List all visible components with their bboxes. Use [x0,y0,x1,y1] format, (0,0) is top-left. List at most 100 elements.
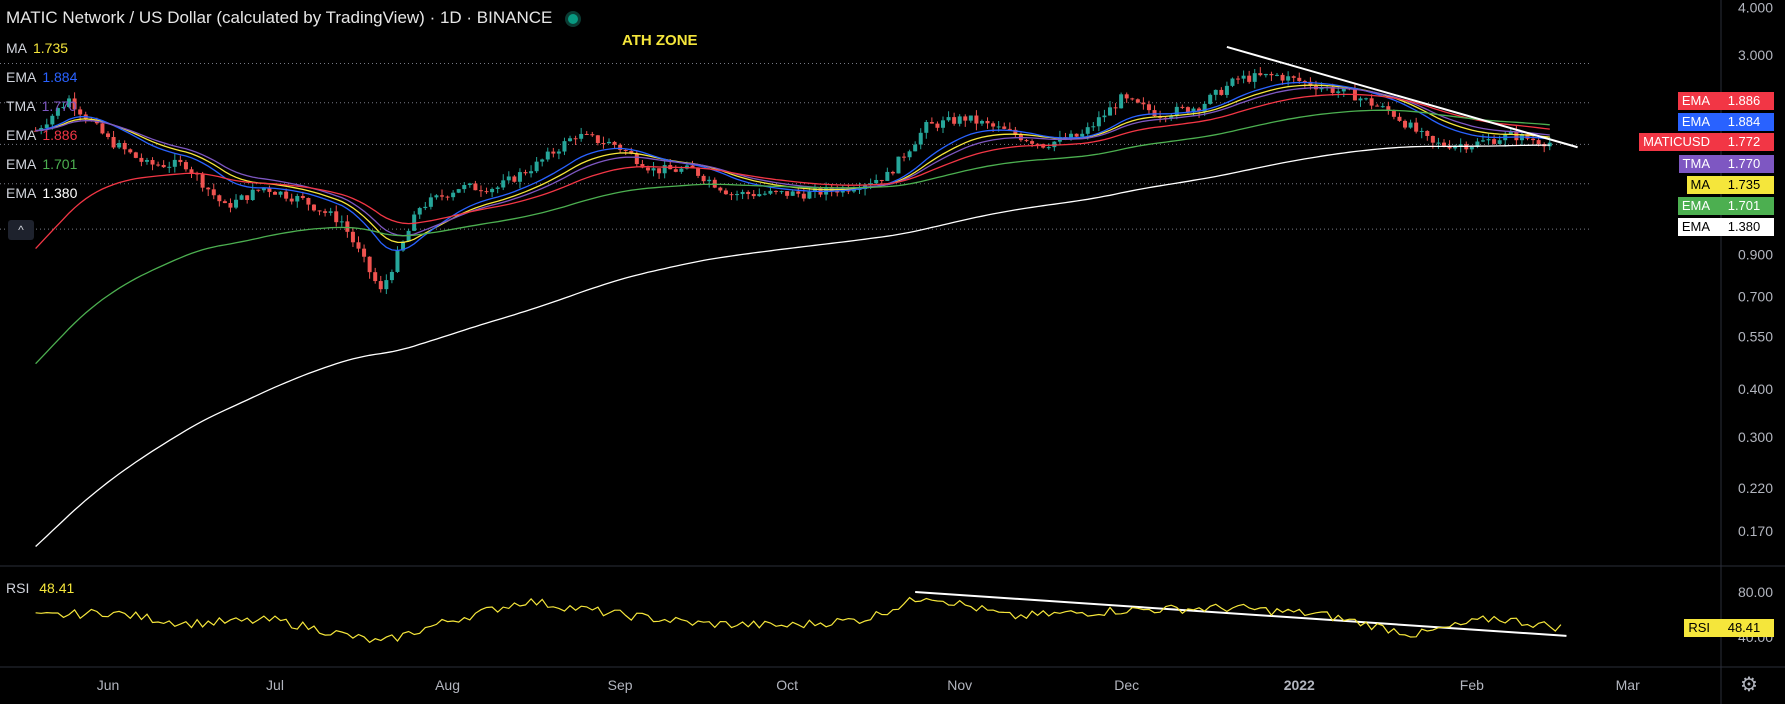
candle-body [1135,99,1140,103]
candle-body [1447,145,1452,149]
candle-body [618,144,623,150]
candle-body [495,187,500,189]
badge-name: EMA [1677,92,1714,110]
candle-body [1275,74,1279,76]
candle-body [222,201,227,204]
candle-body [1230,78,1235,86]
candle-body [801,193,806,199]
candle-body [1146,104,1151,111]
candle-body [172,159,177,167]
candle-body [540,159,545,162]
candle-body [1525,134,1530,139]
x-tick-label: Sep [608,677,633,693]
badge-value: 1.701 [1714,197,1774,215]
candle-body [1453,145,1458,149]
candle-body [1386,106,1391,112]
candle-body [273,191,277,195]
candle-body [1174,106,1179,116]
legend-row-ema[interactable]: EMA 1.884 [6,69,77,85]
candle-body [144,160,149,162]
candle-body [378,281,383,290]
candle-body [584,133,589,135]
ema-white-line [35,144,1550,547]
candle-body [885,171,890,181]
candle-body [100,123,105,134]
candle-body [707,179,712,182]
candle-body [718,187,723,191]
candle-body [645,167,650,171]
candle-body [183,162,188,170]
x-tick-label: Oct [776,677,798,693]
candle-body [211,189,216,196]
candle-body [1286,76,1291,81]
legend-value: 1.886 [42,127,78,143]
collapse-legend-button[interactable]: ^ [8,220,34,240]
badge-name: TMA [1678,155,1714,173]
candle-body [517,172,522,182]
candle-body [551,151,556,154]
candle-body [729,194,734,196]
candle-body [1069,133,1074,140]
candle-body [1213,89,1218,95]
legend-row-ema[interactable]: EMA 1.886 [6,127,77,143]
candle-body [67,98,72,107]
candle-body [545,151,550,160]
candle-body [440,195,444,197]
candle-body [50,115,55,125]
candle-body [1497,140,1502,144]
candle-body [261,187,266,191]
candle-body [1052,141,1057,148]
badge-value: 1.772 [1714,133,1774,151]
legend-row-tma[interactable]: TMA 1.770 [6,98,77,114]
candle-body [629,150,634,154]
legend-value: 1.735 [33,40,69,56]
legend-row-ema[interactable]: EMA 1.701 [6,156,77,172]
candle-body [529,171,534,174]
candle-body [1403,120,1408,128]
x-tick-label: Nov [947,677,972,693]
badge-value: 48.41 [1714,619,1774,637]
candle-body [367,256,372,273]
legend-name: TMA [6,98,36,114]
candle-body [506,176,511,181]
badge-value: 1.770 [1714,155,1774,173]
candle-body [1291,76,1296,78]
badge-value: 1.884 [1714,113,1774,131]
candle-body [985,120,990,124]
candle-body [417,208,422,215]
ma-line [35,84,1550,244]
badge-value: 1.735 [1714,176,1774,194]
candle-body [779,191,784,193]
candle-body [206,187,211,190]
candle-body [790,191,795,196]
candle-body [556,151,561,154]
candle-body [1130,98,1135,100]
candle-body [1414,122,1419,132]
candle-body [55,108,60,116]
candle-body [1536,140,1541,145]
candle-body [395,250,400,272]
candle-body [311,204,316,211]
legend-row-ema[interactable]: EMA 1.380 [6,185,77,201]
y-tick-label: 0.220 [1738,480,1773,496]
candle-body [1358,98,1363,101]
candle-body [1442,142,1446,146]
candle-body [1330,86,1335,93]
candle-body [851,189,856,192]
candle-body [445,196,450,198]
candle-body [1341,88,1346,92]
x-tick-label: Feb [1460,677,1484,693]
settings-gear-icon[interactable]: ⚙ [1740,674,1758,696]
legend-row-ma[interactable]: MA 1.735 [6,40,68,56]
candle-body [1241,75,1246,79]
candle-body [250,189,255,200]
candle-body [1119,94,1124,109]
candle-body [295,195,300,202]
candle-body [573,138,578,140]
chart-title: MATIC Network / US Dollar (calculated by… [6,8,579,28]
candle-body [1074,133,1079,137]
candle-body [1302,81,1307,83]
candle-body [33,130,38,132]
candle-body [139,157,144,162]
